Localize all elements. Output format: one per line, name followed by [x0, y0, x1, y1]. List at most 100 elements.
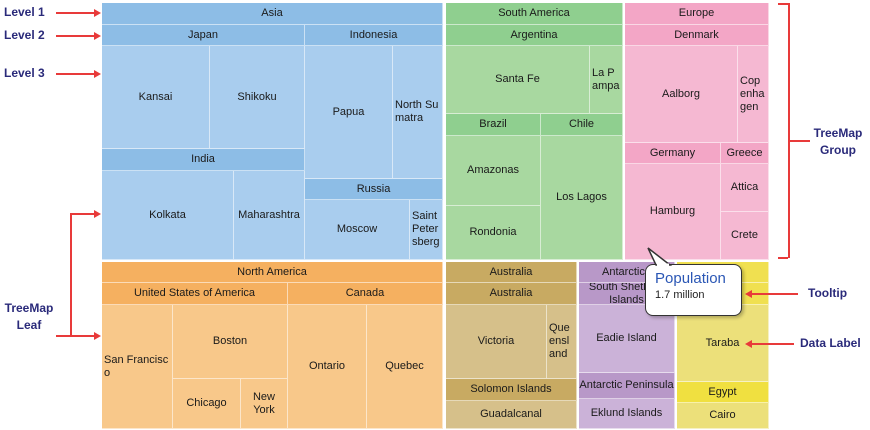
- leaf-label: Santa Fe: [495, 73, 540, 85]
- leaf[interactable]: Copenhagen: [738, 46, 769, 143]
- level2-arrow: [56, 35, 94, 37]
- leaf[interactable]: Rondonia: [446, 206, 541, 260]
- leaf-label: Crete: [731, 229, 758, 241]
- leaf[interactable]: Queensland: [547, 305, 577, 379]
- leaf[interactable]: Kansai: [102, 46, 210, 149]
- level2-header[interactable]: Australia: [446, 283, 577, 305]
- treemap-group-label: TreeMap Group: [813, 126, 863, 157]
- level3-label: Level 3: [4, 66, 45, 80]
- group-header[interactable]: South America: [446, 3, 623, 25]
- level2-header[interactable]: Solomon Islands: [446, 379, 577, 401]
- leaf[interactable]: Attica: [721, 164, 769, 212]
- level2-header-label: Solomon Islands: [470, 383, 552, 395]
- level2-header[interactable]: Germany: [625, 143, 721, 164]
- leaf[interactable]: Quebec: [367, 305, 443, 429]
- leaf[interactable]: Cairo: [677, 403, 769, 429]
- leaf[interactable]: Maharashtra: [234, 171, 305, 260]
- leaf[interactable]: Amazonas: [446, 136, 541, 206]
- level2-header[interactable]: Canada: [288, 283, 443, 305]
- leaf-label: Boston: [212, 335, 248, 347]
- leaf[interactable]: Kolkata: [102, 171, 234, 260]
- level2-header[interactable]: Antarctic Peninsula: [579, 373, 675, 399]
- leaf[interactable]: Aalborg: [625, 46, 738, 143]
- leaf[interactable]: Crete: [721, 212, 769, 260]
- arrowhead-icon: [94, 210, 101, 218]
- level2-header-label: Denmark: [674, 28, 719, 41]
- leaf-label: Eadie Island: [596, 332, 657, 344]
- leaf[interactable]: Hamburg: [625, 164, 721, 260]
- leaf[interactable]: Eklund Islands: [579, 399, 675, 429]
- level1-arrow: [56, 12, 94, 14]
- group-bracket: [778, 3, 788, 5]
- leaf-label: Los Lagos: [556, 191, 607, 203]
- level2-header[interactable]: India: [102, 149, 305, 171]
- leaf[interactable]: Victoria: [446, 305, 547, 379]
- leaf[interactable]: San Francisco: [102, 305, 173, 429]
- data-label-arrow: [752, 343, 794, 345]
- treemap-leaf-label: TreeMap Leaf: [4, 301, 54, 332]
- group-header[interactable]: Asia: [102, 3, 443, 25]
- level1-label: Level 1: [4, 5, 45, 19]
- leaf-label: San Francisco: [104, 353, 169, 379]
- arrowhead-icon: [94, 70, 101, 78]
- group-bracket: [788, 140, 810, 142]
- level2-header[interactable]: Indonesia: [305, 25, 443, 46]
- level2-header[interactable]: Greece: [721, 143, 769, 164]
- group-header-label: North America: [237, 265, 307, 278]
- leaf-label: Papua: [332, 105, 365, 118]
- level2-header-label: Germany: [649, 146, 696, 159]
- leaf-label: Rondonia: [469, 226, 517, 238]
- leaf[interactable]: Ontario: [288, 305, 367, 429]
- leaf[interactable]: Moscow: [305, 200, 410, 260]
- leaf[interactable]: Papua: [305, 46, 393, 179]
- level2-header[interactable]: Denmark: [625, 25, 769, 46]
- leaf[interactable]: Saint Petersberg: [410, 200, 443, 260]
- group-header[interactable]: Europe: [625, 3, 769, 25]
- level2-header-label: Egypt: [708, 385, 737, 398]
- level2-header-label: Russia: [356, 182, 391, 195]
- level2-header-label: Indonesia: [349, 28, 398, 41]
- leaf[interactable]: Eadie Island: [579, 305, 675, 373]
- group-header-label: Europe: [678, 7, 715, 19]
- leaf-arrow: [70, 213, 94, 215]
- level2-header[interactable]: Brazil: [446, 114, 541, 136]
- leaf[interactable]: Santa Fe: [446, 46, 590, 114]
- level2-header[interactable]: Argentina: [446, 25, 623, 46]
- level2-header-label: Canada: [345, 287, 385, 299]
- level2-header-label: United States of America: [133, 287, 256, 299]
- tooltip-arrow: [752, 293, 798, 295]
- level2-header[interactable]: Chile: [541, 114, 623, 136]
- leaf-label: Victoria: [477, 335, 515, 347]
- leaf[interactable]: Boston: [173, 305, 288, 379]
- level2-header[interactable]: United States of America: [102, 283, 288, 305]
- level2-header-label: Australia: [489, 287, 533, 299]
- arrowhead-icon: [745, 340, 752, 348]
- leaf-label: Moscow: [336, 223, 378, 235]
- leaf[interactable]: Chicago: [173, 379, 241, 429]
- level2-header[interactable]: Russia: [305, 179, 443, 200]
- level2-header[interactable]: Egypt: [677, 382, 769, 403]
- level2-header-label: Japan: [188, 28, 218, 41]
- level2-header[interactable]: Japan: [102, 25, 305, 46]
- leaf[interactable]: La Pampa: [590, 46, 623, 114]
- leaf-bracket: [70, 213, 72, 335]
- leaf[interactable]: New York: [241, 379, 288, 429]
- group-header[interactable]: Australia: [446, 262, 577, 283]
- leaf[interactable]: Shikoku: [210, 46, 305, 149]
- group-header-label: Asia: [261, 7, 283, 19]
- leaf-label: Shikoku: [237, 90, 277, 103]
- data-label-annotation-label: Data Label: [800, 336, 861, 350]
- leaf-label: Chicago: [186, 397, 227, 409]
- leaf-label: Attica: [730, 181, 759, 193]
- leaf[interactable]: Los Lagos: [541, 136, 623, 260]
- group-header[interactable]: North America: [102, 262, 443, 283]
- level3-arrow: [56, 73, 94, 75]
- leaf[interactable]: North Sumatra: [393, 46, 443, 179]
- level2-header-label: Argentina: [510, 28, 558, 41]
- leaf-label: Eklund Islands: [590, 407, 663, 419]
- leaf[interactable]: Guadalcanal: [446, 401, 577, 429]
- level2-label: Level 2: [4, 28, 45, 42]
- leaf-label: La Pampa: [592, 66, 620, 92]
- leaf-label: Copenhagen: [740, 74, 765, 113]
